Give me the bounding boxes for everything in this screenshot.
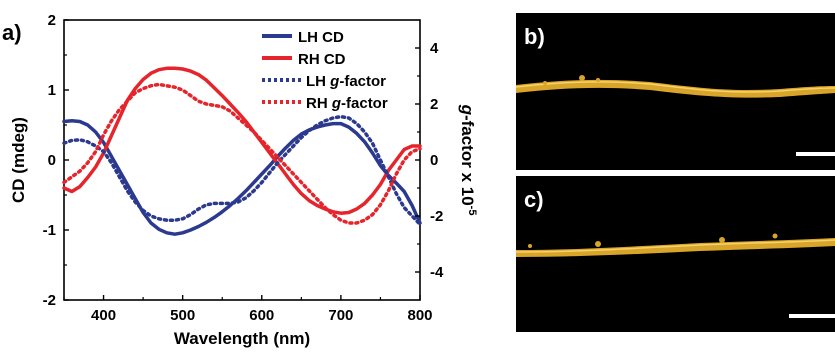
fiber-c-debris-3 — [772, 233, 778, 239]
legend-label-prefix: LH — [306, 73, 330, 90]
plot-frame — [63, 19, 421, 301]
legend-label-suffix: -factor — [339, 73, 386, 90]
panel-label-a: a) — [2, 20, 22, 45]
legend-label-rh-g: RH g-factor — [306, 95, 388, 112]
micrograph-panel-b: b) — [515, 13, 835, 170]
y2-axis-label-rest: -factor x 10 — [458, 115, 477, 206]
legend-entry-rh-cd: RH CD — [262, 51, 346, 68]
series-line-lh-cd — [62, 119, 422, 236]
x-tick-label: 600 — [249, 307, 274, 324]
legend-label-g: g — [331, 95, 341, 112]
fiber-b — [516, 79, 835, 98]
x-axis-label: Wavelength (nm) — [174, 329, 310, 348]
legend-label-lh-cd: LH CD — [298, 29, 344, 46]
y-tick-label: 0 — [48, 152, 56, 169]
legend-label-g: g — [329, 73, 339, 90]
y-axis-label: CD (mdeg) — [9, 117, 28, 203]
series-layer — [62, 66, 422, 236]
series-line-lh-g-factor — [62, 114, 422, 227]
y2-tick-label: -2 — [430, 208, 443, 225]
y2-tick-label: 0 — [430, 152, 438, 169]
chart-panel-a: a) 400 500 600 700 800 -2 -1 0 1 2 -4 -2 0 2 4 Wavelen… — [2, 12, 478, 348]
fiber-c-debris-2 — [719, 237, 725, 243]
legend-label-prefix: RH — [306, 95, 332, 112]
legend-label-lh-g: LH g-factor — [306, 73, 386, 90]
legend-label-rh-cd: RH CD — [298, 51, 346, 68]
scale-bar-b — [796, 152, 835, 156]
x-tick-label: 800 — [407, 307, 432, 324]
panel-label-b: b) — [524, 24, 545, 49]
legend-entry-lh-g: LH g-factor — [262, 73, 386, 90]
fiber-c-debris-1 — [595, 241, 601, 247]
x-tick-label: 500 — [170, 307, 195, 324]
x-tick-label: 400 — [91, 307, 116, 324]
fiber-c-debris-4 — [528, 244, 532, 248]
y2-axis-label: g-factor x 10-5 — [458, 104, 478, 216]
fiber-b-highlight — [515, 81, 835, 93]
series-line-rh-cd — [62, 66, 422, 215]
legend-entry-rh-g: RH g-factor — [262, 95, 388, 112]
y2-axis-label-exp: -5 — [466, 206, 478, 216]
micrograph-panel-c: c) — [515, 176, 835, 332]
panel-label-c: c) — [524, 187, 544, 212]
legend: LH CD RH CD LH g-factor RH g-factor — [262, 29, 388, 112]
series-line-rh-g-factor — [62, 82, 422, 225]
y-tick-label: 2 — [48, 12, 56, 29]
tick-layer: 400 500 600 700 800 -2 -1 0 1 2 -4 -2 0 2 4 — [43, 12, 444, 324]
y-tick-label: 1 — [48, 82, 56, 99]
y-tick-label: -1 — [43, 222, 56, 239]
legend-label-suffix: -factor — [341, 95, 388, 112]
y2-axis-label-g: g — [458, 104, 477, 116]
scale-bar-c — [789, 314, 835, 318]
y2-tick-label: 4 — [430, 40, 439, 57]
y2-tick-label: -4 — [430, 264, 444, 281]
fiber-c-highlight — [515, 239, 835, 253]
legend-entry-lh-cd: LH CD — [262, 29, 344, 46]
y-tick-label: -2 — [43, 292, 56, 309]
x-tick-label: 700 — [328, 307, 353, 324]
fiber-b-debris-3 — [543, 81, 547, 85]
fiber-b-debris-1 — [579, 75, 585, 81]
y2-tick-label: 2 — [430, 96, 438, 113]
fiber-b-debris-2 — [596, 78, 600, 82]
